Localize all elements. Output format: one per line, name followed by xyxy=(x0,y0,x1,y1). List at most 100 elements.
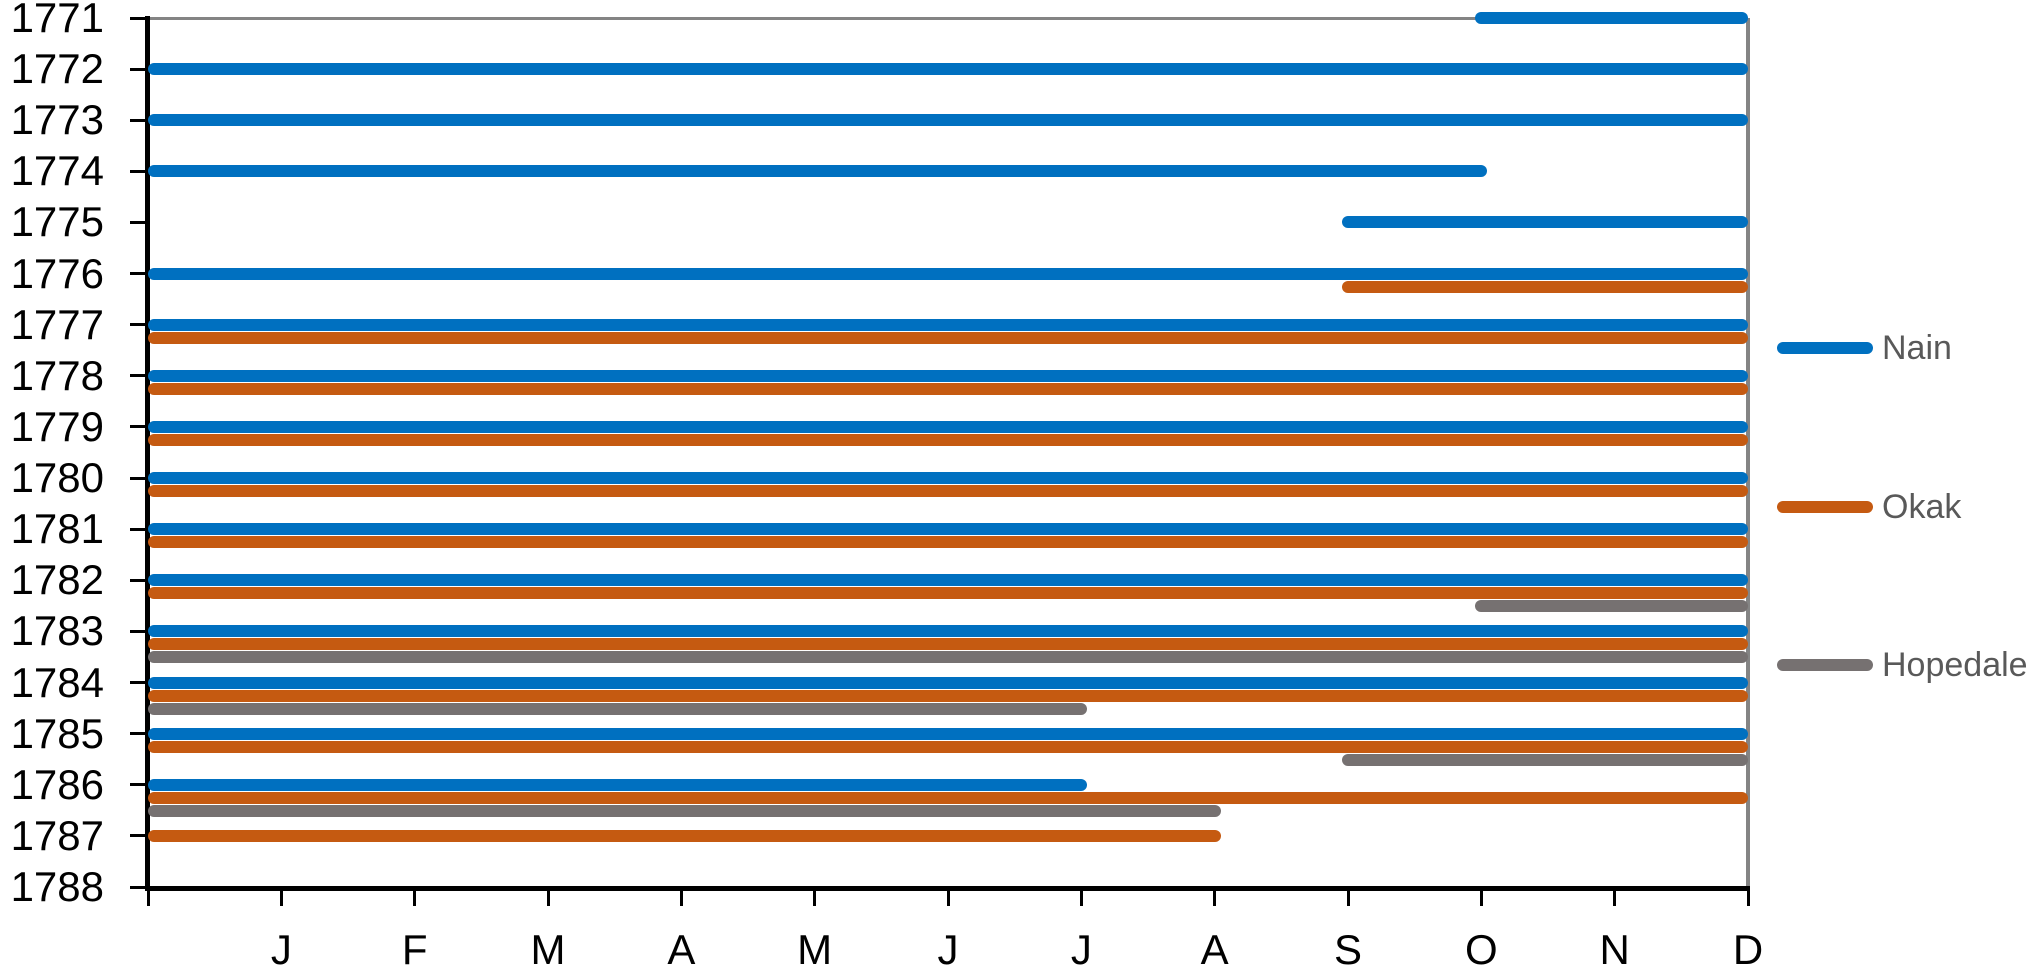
y-label-1771: 1771 xyxy=(10,0,104,41)
y-tick-1783 xyxy=(130,629,145,633)
legend-label-nain: Nain xyxy=(1882,329,1952,367)
x-label-N-11: N xyxy=(1599,926,1630,973)
legend-item-okak: Okak xyxy=(1777,488,1961,526)
x-label-S-9: S xyxy=(1333,926,1363,973)
legend-item-nain: Nain xyxy=(1777,329,1952,367)
bar-nain-1772 xyxy=(148,63,1748,76)
y-label-1776: 1776 xyxy=(10,249,104,297)
bar-okak-1781 xyxy=(148,536,1748,549)
y-label-1784: 1784 xyxy=(10,658,104,706)
bar-okak-1779 xyxy=(148,433,1748,446)
bar-nain-1779 xyxy=(148,420,1748,433)
bar-okak-1784 xyxy=(148,689,1748,702)
y-tick-1777 xyxy=(130,323,145,327)
bar-nain-1778 xyxy=(148,369,1748,382)
x-tick-7 xyxy=(1079,891,1083,906)
bar-hopedale-1782 xyxy=(1475,600,1748,613)
bar-hopedale-1783 xyxy=(148,651,1748,664)
legend-item-hopedale: Hopedale xyxy=(1777,646,2028,684)
x-tick-1 xyxy=(279,891,283,906)
x-tick-6 xyxy=(946,891,950,906)
y-tick-1786 xyxy=(130,783,145,787)
y-label-1781: 1781 xyxy=(10,505,104,553)
x-tick-11 xyxy=(1613,891,1617,906)
plot-right-border xyxy=(1746,18,1750,887)
bar-nain-1775 xyxy=(1342,216,1748,229)
bar-okak-1777 xyxy=(148,331,1748,344)
bar-hopedale-1784 xyxy=(148,702,1088,715)
bar-okak-1776 xyxy=(1342,280,1748,293)
y-tick-1778 xyxy=(130,374,145,378)
bar-nain-1773 xyxy=(148,114,1748,127)
x-tick-10 xyxy=(1479,891,1483,906)
y-tick-1779 xyxy=(130,425,145,429)
y-label-1775: 1775 xyxy=(10,198,104,246)
x-tick-2 xyxy=(413,891,417,906)
y-label-1786: 1786 xyxy=(10,760,104,808)
bar-nain-1771 xyxy=(1475,12,1748,24)
bar-nain-1784 xyxy=(148,676,1748,689)
x-label-O-10: O xyxy=(1464,926,1498,973)
legend-line-nain xyxy=(1777,342,1873,354)
y-label-1774: 1774 xyxy=(10,147,104,195)
x-label-F-2: F xyxy=(401,926,428,973)
bar-nain-1785 xyxy=(148,727,1748,740)
y-tick-1784 xyxy=(130,681,145,685)
y-label-1777: 1777 xyxy=(10,300,104,348)
bar-nain-1786 xyxy=(148,778,1088,791)
x-tick-8 xyxy=(1213,891,1217,906)
x-tick-12 xyxy=(1746,891,1750,906)
x-label-J-7: J xyxy=(1070,926,1092,973)
bar-nain-1777 xyxy=(148,318,1748,331)
bar-okak-1785 xyxy=(148,740,1748,753)
y-label-1788: 1788 xyxy=(10,863,104,910)
bar-nain-1781 xyxy=(148,523,1748,536)
y-label-1782: 1782 xyxy=(10,556,104,604)
bar-nain-1782 xyxy=(148,574,1748,587)
x-label-M-3: M xyxy=(530,926,566,973)
y-tick-1781 xyxy=(130,527,145,531)
legend-line-okak xyxy=(1777,501,1873,513)
y-tick-1775 xyxy=(130,220,145,224)
bar-nain-1776 xyxy=(148,267,1748,280)
bar-hopedale-1785 xyxy=(1342,753,1748,766)
y-label-1773: 1773 xyxy=(10,96,104,144)
x-label-M-5: M xyxy=(797,926,833,973)
bar-hopedale-1786 xyxy=(148,804,1221,817)
y-tick-1788 xyxy=(130,885,145,889)
legend-line-hopedale xyxy=(1777,659,1873,671)
y-label-1778: 1778 xyxy=(10,351,104,399)
bar-nain-1774 xyxy=(148,165,1488,178)
y-tick-1785 xyxy=(130,732,145,736)
bar-okak-1780 xyxy=(148,485,1748,498)
bar-okak-1783 xyxy=(148,638,1748,651)
bar-okak-1786 xyxy=(148,791,1748,804)
x-tick-5 xyxy=(813,891,817,906)
x-tick-3 xyxy=(546,891,550,906)
legend-label-hopedale: Hopedale xyxy=(1882,646,2028,684)
y-label-1787: 1787 xyxy=(10,811,104,859)
plot-top-border xyxy=(150,17,1747,20)
y-tick-1776 xyxy=(130,272,145,276)
y-label-1779: 1779 xyxy=(10,402,104,450)
y-label-1780: 1780 xyxy=(10,454,104,502)
x-tick-0 xyxy=(146,891,150,906)
bar-okak-1778 xyxy=(148,382,1748,395)
y-tick-1771 xyxy=(130,16,145,20)
x-axis-line xyxy=(145,886,1750,891)
y-label-1772: 1772 xyxy=(10,45,104,93)
bar-nain-1783 xyxy=(148,625,1748,638)
y-label-1783: 1783 xyxy=(10,607,104,655)
bar-okak-1782 xyxy=(148,587,1748,600)
y-tick-1782 xyxy=(130,578,145,582)
y-axis-line xyxy=(145,16,150,891)
bar-nain-1780 xyxy=(148,472,1748,485)
legend-label-okak: Okak xyxy=(1882,488,1962,526)
x-tick-9 xyxy=(1346,891,1350,906)
x-tick-4 xyxy=(679,891,683,906)
x-label-J-6: J xyxy=(937,926,959,973)
x-label-A-4: A xyxy=(667,926,696,973)
y-tick-1774 xyxy=(130,169,145,173)
x-label-D-12: D xyxy=(1732,926,1764,973)
